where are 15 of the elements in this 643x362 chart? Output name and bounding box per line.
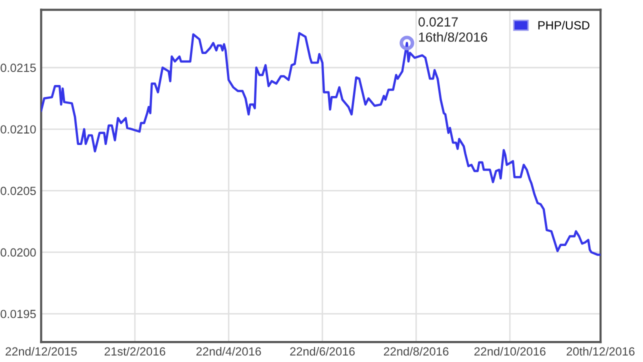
y-tick-label: 0.0200 — [0, 248, 36, 257]
legend-label: PHP/USD — [538, 20, 590, 30]
x-tick-label: 20th/12/2016 — [566, 346, 635, 356]
y-tick-label: 0.0210 — [0, 125, 36, 134]
x-tick-label: 22nd/6/2016 — [290, 346, 355, 356]
y-tick-label: 0.0205 — [0, 186, 36, 196]
y-tick-label: 0.0215 — [0, 64, 36, 72]
line-series — [41, 32, 601, 256]
x-tick-label: 22nd/10/2016 — [474, 346, 546, 356]
x-tick-label: 21st/2/2016 — [104, 346, 166, 356]
x-tick-label: 22nd/4/2016 — [196, 346, 261, 356]
y-tick-label: 0.0195 — [0, 310, 36, 318]
x-tick-label: 22nd/8/2016 — [384, 346, 448, 356]
annotation: 0.0217 16th/8/2016 — [418, 17, 488, 42]
x-tick-label: 22nd/12/2015 — [6, 346, 77, 356]
